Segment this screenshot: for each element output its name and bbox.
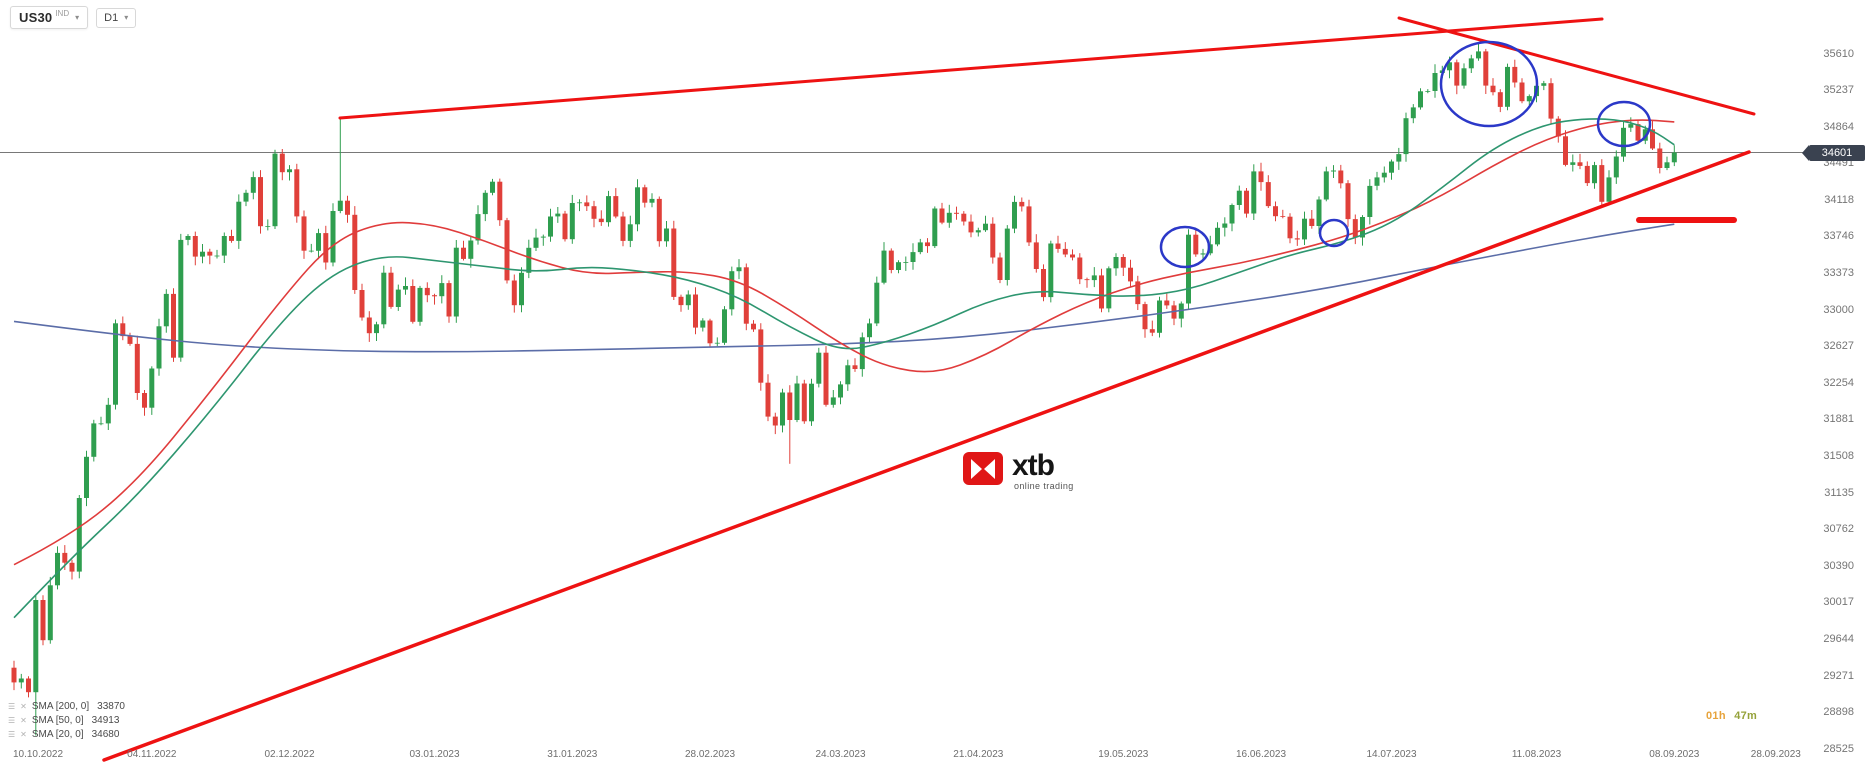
indicator-value: 33870	[97, 701, 125, 712]
price-tick: 28898	[1823, 706, 1854, 719]
date-tick: 28.09.2023	[1750, 749, 1801, 760]
price-tick: 34864	[1823, 120, 1854, 133]
chevron-down-icon: ▾	[75, 13, 80, 22]
circle-annotations[interactable]	[1159, 40, 1652, 269]
indicator-value: 34680	[91, 729, 120, 740]
price-tick: 33373	[1823, 267, 1854, 279]
indicator-row: ☰ ✕ SMA [50, 0] 34913	[8, 714, 125, 727]
price-tick: 34118	[1824, 193, 1854, 206]
price-tick: 33000	[1823, 303, 1854, 316]
date-tick: 02.12.2022	[264, 749, 315, 760]
price-tick: 31135	[1824, 486, 1854, 499]
countdown-hours: 01h	[1706, 710, 1726, 722]
xtb-logo-text: xtb	[1012, 449, 1055, 482]
indicator-value: 34913	[91, 715, 120, 726]
symbol-type-label: IND	[55, 9, 70, 18]
indicator-label: SMA [20, 0]	[31, 729, 84, 740]
date-tick: 10.10.2022	[12, 749, 64, 760]
price-tick: 29644	[1823, 632, 1854, 645]
chart-toolbar: US30 IND ▾ D1 ▾	[10, 6, 137, 29]
indicator-label: SMA [200, 0]	[31, 701, 90, 712]
xtb-logo-subtext: online trading	[1014, 481, 1074, 491]
remove-icon[interactable]: ✕	[20, 702, 27, 711]
remove-icon[interactable]: ✕	[20, 716, 27, 725]
candle-countdown: 01h 47m	[1706, 710, 1757, 722]
price-tick: 28525	[1823, 742, 1854, 755]
price-tick: 30762	[1823, 523, 1854, 536]
symbol-name: US30	[19, 10, 53, 25]
price-tick: 35237	[1823, 84, 1854, 97]
price-axis[interactable]: 35610 35237 34864 34491 34118 33746 33373 33000…	[1810, 0, 1862, 767]
time-axis[interactable]: 10.10.2022 04.11.2022 02.12.2022 03.01.2023…	[0, 749, 1810, 767]
date-tick: 31.01.2023	[547, 749, 598, 760]
date-tick: 14.07.2023	[1366, 749, 1417, 760]
price-tick: 30390	[1823, 559, 1854, 572]
indicator-row: ☰ ✕ SMA [20, 0] 34680	[8, 728, 125, 741]
price-tick: 32254	[1823, 376, 1854, 389]
price-tick: 31508	[1823, 450, 1854, 462]
date-tick: 21.04.2023	[953, 749, 1004, 760]
countdown-minutes: 47m	[1734, 710, 1758, 722]
menu-icon[interactable]: ☰	[8, 716, 16, 725]
date-tick: 11.08.2023	[1511, 749, 1562, 760]
menu-icon[interactable]: ☰	[8, 730, 16, 739]
date-tick: 28.02.2023	[684, 749, 736, 760]
indicator-row: ☰ ✕ SMA [200, 0] 33870	[8, 700, 125, 713]
price-tick: 32627	[1823, 340, 1854, 353]
date-tick: 16.06.2023	[1235, 749, 1287, 760]
date-tick: 04.11.2022	[127, 749, 177, 760]
xtb-logo-icon	[963, 452, 1003, 485]
menu-icon[interactable]: ☰	[8, 702, 16, 711]
price-tick: 33746	[1823, 230, 1854, 243]
moving-average-lines[interactable]	[13, 118, 1675, 619]
symbol-selector[interactable]: US30 IND ▾	[10, 6, 89, 29]
current-price-value: 34601	[1821, 146, 1853, 159]
indicator-label: SMA [50, 0]	[31, 715, 84, 726]
price-tick: 29271	[1823, 669, 1854, 682]
timeframe-label: D1	[104, 11, 119, 24]
indicator-legend: ☰ ✕ SMA [200, 0] 33870 ☰ ✕ SMA [50, 0] 3…	[8, 700, 125, 742]
xtb-logo: xtb online trading	[963, 449, 1074, 491]
candlesticks[interactable]	[11, 42, 1677, 736]
trendline-annotations[interactable]	[102, 16, 1756, 762]
date-tick: 24.03.2023	[815, 749, 866, 760]
date-tick: 19.05.2023	[1098, 749, 1149, 760]
price-tick: 35610	[1823, 47, 1854, 60]
date-tick: 08.09.2023	[1649, 749, 1700, 760]
price-tick: 30017	[1823, 596, 1854, 609]
price-tick: 31881	[1823, 413, 1854, 426]
current-price-tag: 34601	[1802, 144, 1865, 161]
timeframe-selector[interactable]: D1 ▾	[96, 7, 137, 28]
remove-icon[interactable]: ✕	[20, 730, 27, 739]
date-tick: 03.01.2023	[409, 749, 460, 760]
chevron-down-icon: ▾	[124, 13, 129, 22]
